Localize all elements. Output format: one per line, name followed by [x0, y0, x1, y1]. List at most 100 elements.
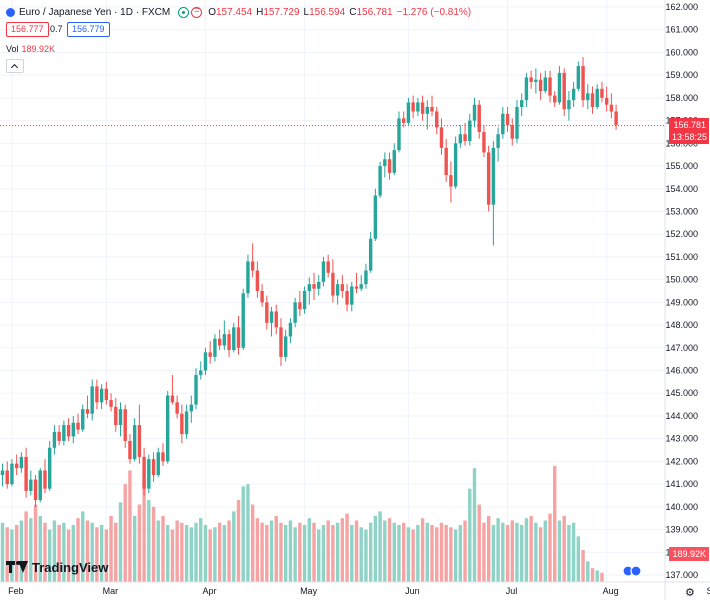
- volume-bar: [241, 486, 245, 582]
- volume-bar: [85, 520, 90, 582]
- volume-bar: [590, 568, 595, 582]
- candle-body: [510, 125, 514, 139]
- volume-bar: [312, 522, 316, 582]
- candle-body: [298, 302, 302, 310]
- volume-bar: [24, 511, 28, 582]
- candle-body: [307, 284, 311, 291]
- symbol-title[interactable]: Euro / Japanese Yen · 1D · FXCM: [19, 6, 171, 18]
- x-tick-label: Jun: [405, 586, 420, 596]
- candle-body: [359, 284, 363, 289]
- candle-body: [260, 291, 264, 303]
- candle-body: [227, 334, 231, 351]
- candle-body: [137, 425, 142, 457]
- candle-body: [468, 120, 472, 142]
- volume-bar: [510, 520, 514, 582]
- candle-body: [5, 470, 9, 485]
- volume-bar: [600, 572, 604, 582]
- candle-body: [331, 272, 335, 296]
- candle-body: [29, 479, 33, 491]
- volume-bar: [350, 525, 354, 582]
- y-tick-label: 161.000: [665, 25, 698, 35]
- sell-button[interactable]: 156.777: [6, 22, 49, 37]
- candle-body: [586, 93, 590, 101]
- candle-body: [406, 102, 411, 123]
- volume-bar: [199, 518, 203, 582]
- volume-bar: [515, 522, 519, 582]
- volume-bar: [62, 522, 66, 582]
- candle-body: [444, 147, 448, 176]
- volume-bar: [118, 502, 123, 582]
- high-label: H: [256, 6, 264, 18]
- candle-body: [614, 111, 618, 126]
- candle-body: [90, 386, 94, 414]
- candle-body: [449, 175, 453, 187]
- candle-body: [284, 336, 288, 357]
- volume-bar: [571, 522, 576, 582]
- candle-body: [194, 375, 198, 405]
- candle-body: [269, 311, 274, 323]
- volume-bar: [0, 522, 5, 582]
- y-tick-label: 154.000: [665, 184, 698, 194]
- volume-bar: [383, 520, 387, 582]
- volume-bar: [307, 518, 311, 582]
- volume-bar: [406, 527, 411, 582]
- candle-body: [453, 143, 458, 187]
- compare-icon[interactable]: [191, 5, 203, 18]
- candle-body: [520, 100, 524, 107]
- volume-bar: [232, 511, 236, 582]
- buy-button[interactable]: 156.779: [67, 22, 110, 37]
- candle-body: [288, 322, 293, 337]
- volume-bar: [109, 515, 113, 582]
- candle-body: [208, 352, 212, 357]
- volume-bar: [217, 522, 222, 582]
- volume-bar: [326, 520, 330, 582]
- candle-body: [595, 88, 599, 107]
- candle-body: [368, 238, 373, 271]
- candle-body: [0, 470, 5, 476]
- gear-icon[interactable]: ⚙: [685, 587, 695, 599]
- candle-body: [81, 409, 85, 430]
- candle-body: [43, 470, 47, 489]
- candle-body: [203, 352, 208, 371]
- candle-body: [430, 106, 434, 112]
- candle-body: [222, 334, 227, 346]
- volume-bar: [52, 520, 57, 582]
- volume-label[interactable]: Vol: [6, 44, 19, 54]
- y-tick-label: 149.000: [665, 297, 698, 307]
- candle-body: [14, 463, 19, 469]
- eye-icon[interactable]: [178, 6, 190, 18]
- candle-body: [335, 284, 340, 296]
- volume-bar: [156, 520, 160, 582]
- candle-body: [496, 134, 500, 148]
- symbol-legend: Euro / Japanese Yen · 1D · FXCM O157.454…: [6, 4, 475, 20]
- volume-bar: [81, 511, 85, 582]
- candle-body: [571, 88, 576, 101]
- x-tick-label: Jul: [506, 586, 518, 596]
- y-tick-label: 158.000: [665, 93, 698, 103]
- volume-bar: [123, 484, 127, 582]
- candle-body: [109, 400, 113, 407]
- high-value: 157.729: [263, 6, 300, 18]
- x-tick-label: Mar: [103, 586, 119, 596]
- tradingview-logo[interactable]: TradingView: [6, 558, 108, 576]
- x-tick-label: May: [300, 586, 318, 596]
- volume-bar: [425, 522, 429, 582]
- candle-body: [95, 386, 99, 403]
- x-tick-label: Sep: [706, 586, 710, 596]
- collapse-legend-button[interactable]: [6, 59, 24, 73]
- volume-bar: [321, 525, 326, 582]
- candle-body: [241, 293, 245, 348]
- candle-body: [199, 370, 203, 376]
- candle-body: [232, 327, 236, 351]
- logo-text: TradingView: [32, 559, 109, 575]
- candle-body: [166, 395, 170, 462]
- candle-body: [104, 388, 109, 401]
- candle-body: [581, 66, 585, 101]
- candle-body: [170, 395, 175, 403]
- current-price-label: 156.781 13:58:25: [669, 118, 709, 144]
- volume-bar: [132, 515, 137, 582]
- candle-body: [175, 402, 179, 414]
- chart-grid: [0, 0, 665, 582]
- volume-bar: [180, 522, 184, 582]
